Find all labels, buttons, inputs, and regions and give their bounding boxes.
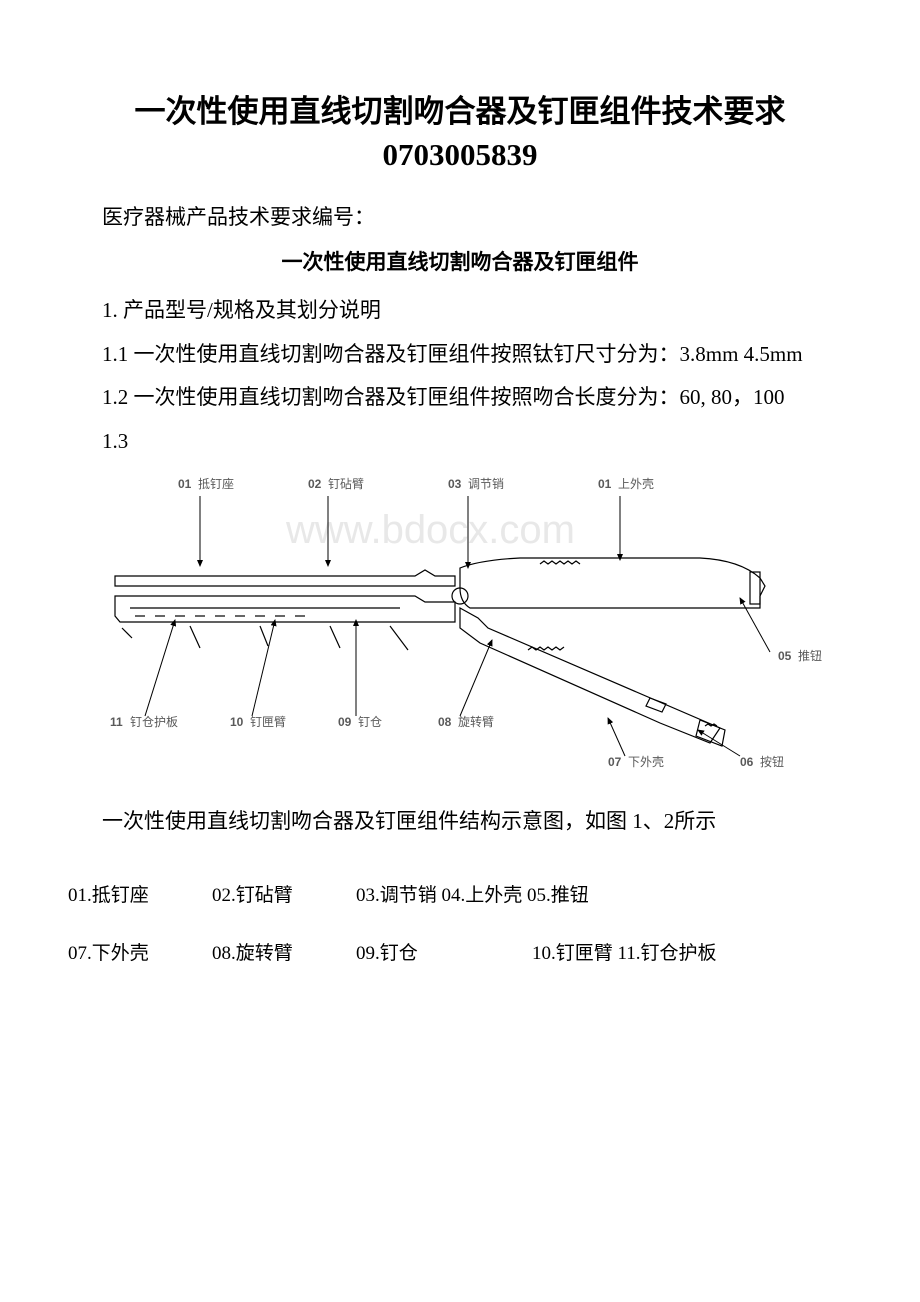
document-title: 一次性使用直线切割吻合器及钉匣组件技术要求 0703005839: [60, 90, 860, 177]
svg-text:02: 02: [308, 477, 322, 491]
svg-text:10: 10: [230, 715, 244, 729]
svg-text:08: 08: [438, 715, 452, 729]
section-1-heading: 1. 产品型号/规格及其划分说明: [60, 294, 860, 328]
svg-text:05: 05: [778, 649, 792, 663]
svg-text:06: 06: [740, 755, 754, 769]
svg-text:钉仓: 钉仓: [358, 715, 382, 729]
svg-text:旋转臂: 旋转臂: [458, 714, 494, 729]
parts-cell: 09.钉仓: [348, 925, 524, 983]
table-row: 01.抵钉座 02.钉砧臂 03.调节销 04.上外壳 05.推钮: [60, 867, 860, 925]
section-1-3: 1.3: [60, 425, 860, 459]
section-1-1: 1.1 一次性使用直线切割吻合器及钉匣组件按照钛钉尺寸分为：3.8mm 4.5m…: [60, 338, 860, 372]
parts-cell: 08.旋转臂: [204, 925, 348, 983]
parts-cell: 02.钉砧臂: [204, 867, 348, 925]
svg-text:推钮: 推钮: [798, 648, 822, 663]
svg-text:抵钉座: 抵钉座: [198, 476, 234, 491]
svg-text:03: 03: [448, 477, 462, 491]
svg-text:11: 11: [110, 715, 123, 729]
svg-text:调节销: 调节销: [468, 477, 504, 491]
parts-list-table: 01.抵钉座 02.钉砧臂 03.调节销 04.上外壳 05.推钮 07.下外壳…: [60, 867, 860, 984]
parts-cell: 10.钉匣臂 11.钉仓护板: [524, 925, 860, 983]
svg-text:上外壳: 上外壳: [618, 477, 654, 491]
table-row: 07.下外壳 08.旋转臂 09.钉仓 10.钉匣臂 11.钉仓护板: [60, 925, 860, 983]
svg-text:07: 07: [608, 755, 622, 769]
svg-text:按钮: 按钮: [760, 754, 784, 769]
svg-text:钉仓护板: 钉仓护板: [130, 715, 178, 729]
svg-text:钉砧臂: 钉砧臂: [328, 477, 364, 491]
svg-text:钉匣臂: 钉匣臂: [250, 715, 286, 729]
device-diagram: www.bdocx.com: [60, 468, 860, 787]
parts-cell: 03.调节销 04.上外壳 05.推钮: [348, 867, 860, 925]
product-name-heading: 一次性使用直线切割吻合器及钉匣组件: [60, 246, 860, 280]
tech-req-number-label: 医疗器械产品技术要求编号：: [60, 201, 860, 235]
section-1-2: 1.2 一次性使用直线切割吻合器及钉匣组件按照吻合长度分为：60, 80，100: [60, 381, 860, 415]
diagram-caption: 一次性使用直线切割吻合器及钉匣组件结构示意图，如图 1、2所示: [60, 805, 860, 839]
svg-text:01: 01: [598, 477, 612, 491]
svg-text:09: 09: [338, 715, 352, 729]
parts-cell: 01.抵钉座: [60, 867, 204, 925]
svg-text:01: 01: [178, 477, 192, 491]
svg-text:下外壳: 下外壳: [628, 755, 664, 769]
parts-cell: 07.下外壳: [60, 925, 204, 983]
